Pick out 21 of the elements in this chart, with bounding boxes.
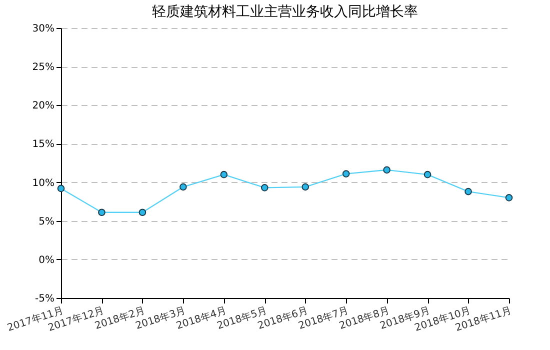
point <box>383 166 390 174</box>
point <box>464 188 472 196</box>
point <box>138 208 146 216</box>
y-tick-label: -5% <box>35 294 54 304</box>
y-tick-label: 30% <box>32 24 54 34</box>
point <box>220 170 228 178</box>
y-tick-label: 15% <box>32 139 54 150</box>
y-tick-label: 0% <box>38 254 54 266</box>
y-tick-label: 20% <box>32 100 54 112</box>
point <box>260 184 268 192</box>
point <box>180 183 187 191</box>
y-tick-label: 5% <box>38 216 54 228</box>
point <box>57 184 65 192</box>
point <box>98 208 106 216</box>
point <box>424 170 432 178</box>
y-tick-label: 25% <box>32 62 54 74</box>
point <box>342 170 350 178</box>
chart-title: 轻质建筑材料工业主营业务收入同比增长率 <box>152 4 418 20</box>
point <box>505 194 513 202</box>
point <box>302 183 310 191</box>
y-tick-label: 10% <box>32 178 54 189</box>
